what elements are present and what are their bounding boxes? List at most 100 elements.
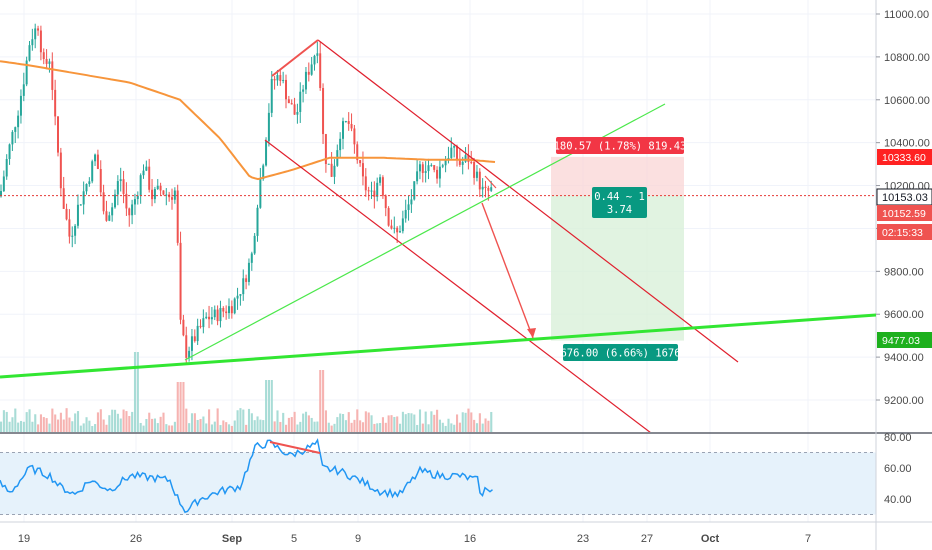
volume-bar (324, 410, 327, 432)
volume-bar (210, 424, 213, 432)
volume-bar (25, 412, 28, 432)
volume-bar (407, 413, 410, 432)
volume-bar (276, 410, 279, 432)
svg-text:676.00 (6.66%) 1676: 676.00 (6.66%) 1676 (560, 348, 680, 360)
candle-body (350, 123, 353, 129)
volume-bar (373, 423, 376, 432)
candle-body (370, 190, 373, 192)
candle-body (327, 163, 330, 165)
price-tag-last-label: 10153.03 (882, 192, 928, 204)
volume-bar (19, 420, 23, 432)
candle-body (136, 195, 139, 200)
candle-body (159, 185, 162, 191)
volume-bar (62, 419, 65, 432)
price-tags: 10333.60 10153.03 10152.59 02:15:33 9477.03 (876, 149, 932, 348)
candle-body (19, 95, 22, 116)
volume-bar (165, 424, 168, 432)
channel-upper-line[interactable] (317, 39, 739, 363)
candle-body (430, 165, 433, 167)
price-tick-label: 9600.00 (884, 309, 924, 321)
stop-label-box[interactable]: 180.57 (1.78%) 819.43 (554, 137, 687, 154)
volume-bar (182, 382, 185, 432)
candle-body (199, 325, 202, 328)
candle-body (333, 165, 336, 177)
candle-body (242, 278, 245, 295)
candle-body (475, 171, 478, 178)
channel-lower-line[interactable] (264, 139, 655, 436)
candlesticks[interactable] (0, 23, 493, 365)
candle-body (416, 171, 419, 182)
volume-bar (76, 411, 80, 432)
support-line[interactable] (0, 313, 876, 379)
candle-body (481, 186, 484, 190)
volume-bar (444, 425, 447, 432)
volume-bar (456, 414, 459, 432)
volume-bar (265, 380, 268, 432)
volume-bar (159, 416, 162, 432)
volume-bar (350, 422, 353, 432)
price-tick-label: 10400.00 (884, 138, 930, 150)
candle-body (57, 116, 59, 153)
projection-arrow[interactable] (481, 202, 534, 339)
short-term-arrow[interactable] (484, 175, 497, 189)
candle-body (133, 199, 136, 205)
candle-body (302, 89, 305, 92)
candle-body (399, 231, 401, 233)
candle-body (490, 187, 493, 191)
ratio-label-box[interactable]: 0.44 ~ 1 3.74 (592, 187, 647, 218)
price-tag-ma (877, 149, 932, 165)
candle-body (464, 155, 467, 162)
volume-bar (421, 423, 424, 432)
target-label-box[interactable]: 676.00 (6.66%) 1676 (560, 344, 681, 361)
volume-bar (114, 409, 117, 432)
volume-bar (436, 409, 439, 432)
candle-body (304, 71, 307, 90)
candle-body (171, 197, 173, 200)
candle-body (225, 311, 228, 314)
candle-body (162, 190, 165, 195)
volume-bar (299, 421, 302, 432)
candle-body (196, 325, 199, 342)
rsi-axis[interactable]: 80.00 60.00 40.00 (884, 432, 912, 506)
volume-bar (239, 408, 242, 432)
time-tick-label: Oct (701, 533, 720, 545)
take-profit-zone[interactable] (551, 195, 684, 341)
volume-bar (279, 421, 282, 432)
volume-bar (367, 412, 370, 432)
candle-body (205, 316, 208, 319)
divergence-price-line[interactable] (271, 39, 319, 77)
candle-body (330, 163, 333, 177)
candle-body (487, 187, 490, 191)
volume-bar (336, 417, 339, 432)
candle-body (436, 169, 439, 179)
volume-bar (179, 382, 182, 432)
candle-body (339, 138, 342, 151)
candle-body (276, 75, 279, 81)
candle-body (245, 278, 248, 282)
time-tick-label: 7 (805, 533, 811, 545)
volume-bar (151, 418, 154, 432)
price-tag-countdown (877, 224, 932, 240)
projection-arrowhead (527, 328, 536, 338)
volume-bar (370, 415, 373, 432)
price-tag-support-label: 9477.03 (882, 335, 920, 347)
candle-body (8, 144, 11, 160)
time-axis[interactable]: 19 26 Sep 5 9 16 23 27 Oct 7 (18, 533, 811, 545)
candle-body (282, 79, 285, 81)
volume-bar (290, 417, 293, 432)
divergence-rsi-line[interactable] (269, 441, 321, 454)
rsi-band (0, 452, 876, 515)
candle-body (176, 190, 179, 243)
volume-bar (458, 422, 461, 432)
volume-bar (393, 416, 396, 432)
candle-body (62, 188, 65, 209)
candle-body (247, 262, 250, 282)
candle-body (213, 309, 216, 318)
volume-bar (487, 420, 490, 432)
candle-body (85, 184, 88, 192)
candle-body (151, 189, 154, 200)
volume-bar (396, 416, 399, 432)
candle-body (424, 171, 427, 173)
rsi-tick-label: 60.00 (884, 463, 912, 475)
